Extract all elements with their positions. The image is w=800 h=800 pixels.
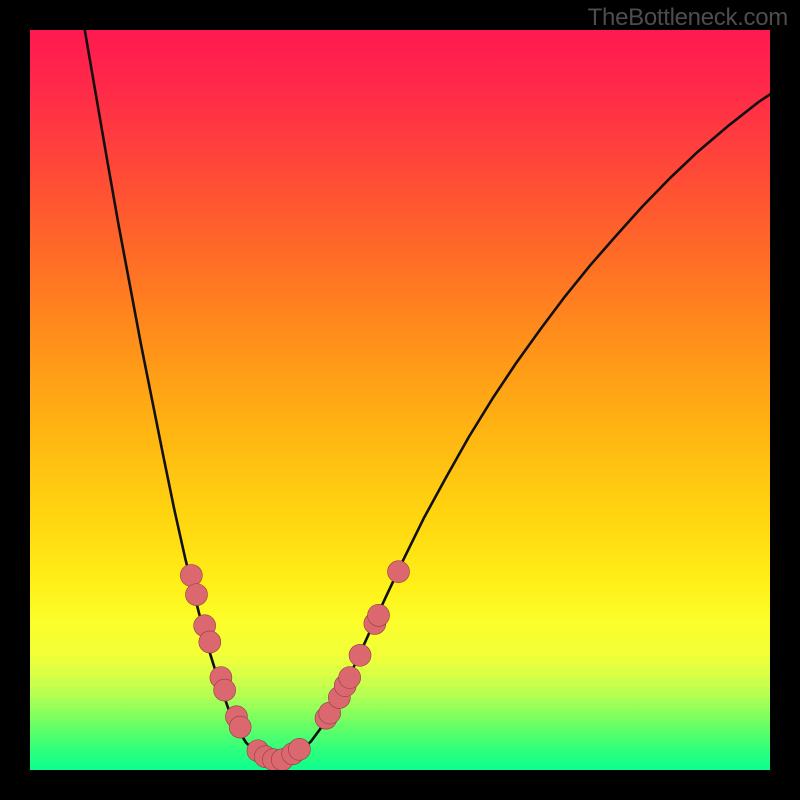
data-marker [339,667,361,689]
chart-frame: TheBottleneck.com [0,0,800,800]
watermark-text: TheBottleneck.com [588,4,788,32]
data-marker [186,584,208,606]
gradient-bg [30,30,770,770]
data-marker [180,564,202,586]
data-marker [229,716,251,738]
data-marker [288,738,310,760]
data-marker [199,631,221,653]
data-marker [214,679,236,701]
data-marker [388,561,410,583]
data-marker [349,644,371,666]
chart-svg [0,0,800,800]
data-marker [368,604,390,626]
